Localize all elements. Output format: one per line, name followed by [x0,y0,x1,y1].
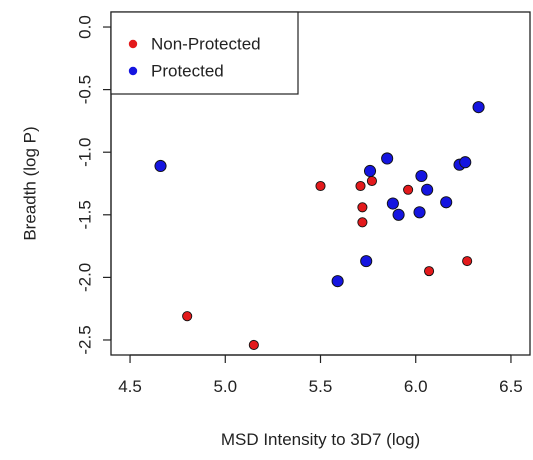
data-point-protected [331,275,344,288]
data-point-non-protected [355,180,366,192]
y-tick-label: -2.5 [76,325,95,354]
data-point-protected [413,206,426,219]
x-tick-label: 5.5 [309,377,333,396]
data-point-protected [386,197,399,210]
y-tick-label: -2.0 [76,263,95,292]
data-point-protected [459,156,472,169]
x-axis-label: MSD Intensity to 3D7 (log) [221,430,420,449]
data-point-non-protected [357,217,368,228]
data-point-non-protected [403,184,414,195]
legend-marker [128,39,138,49]
x-axis: 4.5 5.0 5.5 6.0 6.5 [118,354,523,396]
data-point-protected [472,101,485,114]
data-point-non-protected [462,256,473,267]
x-tick-label: 6.0 [404,377,428,396]
y-tick-label: -1.0 [76,138,95,167]
data-point-protected [154,159,167,173]
data-point-protected [421,183,434,196]
y-tick-label: 0.0 [76,15,95,39]
data-point-non-protected [357,202,368,213]
y-axis-label: Breadth (log P) [21,126,40,240]
data-point-non-protected [315,180,326,192]
legend-box [110,11,299,95]
y-tick-label: -1.5 [76,200,95,229]
data-point-protected [392,208,405,221]
legend-label: Non-Protected [151,35,261,54]
data-point-non-protected [248,339,259,351]
data-point-protected [415,169,428,183]
y-axis: 0.0 -0.5 -1.0 -1.5 -2.0 -2.5 [76,15,112,355]
x-tick-label: 4.5 [118,377,142,396]
y-tick-label: -0.5 [76,75,95,104]
data-point-protected [363,164,377,178]
x-tick-label: 5.0 [213,377,237,396]
data-point-protected [381,152,394,165]
legend-label: Protected [151,62,224,81]
data-point-non-protected [366,175,377,187]
legend: Non-Protected Protected [110,11,299,95]
data-point-protected [440,196,453,209]
legend-marker [128,66,138,76]
data-points [154,101,485,351]
data-point-protected [360,255,373,268]
data-point-non-protected [182,311,193,322]
data-point-non-protected [424,266,435,277]
x-tick-label: 6.5 [499,377,523,396]
